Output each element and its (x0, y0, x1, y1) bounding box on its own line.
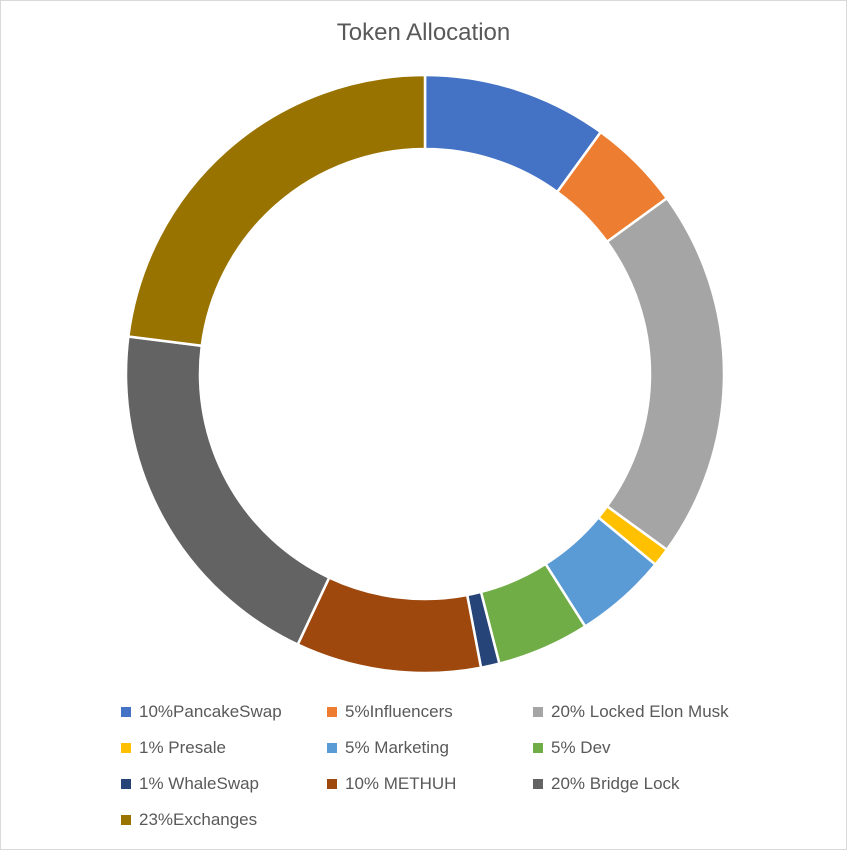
legend-swatch (121, 707, 131, 717)
legend-label: 10%PancakeSwap (139, 702, 282, 721)
legend-swatch (121, 815, 131, 825)
legend-swatch (121, 743, 131, 753)
legend-item: 1% WhaleSwap (121, 773, 327, 795)
legend-item: 20% Bridge Lock (533, 773, 793, 795)
legend-swatch (121, 779, 131, 789)
legend-swatch (327, 707, 337, 717)
legend-swatch (327, 779, 337, 789)
legend-label: 23%Exchanges (139, 810, 258, 829)
donut-slice (605, 196, 726, 552)
legend-label: 5% Marketing (345, 738, 449, 757)
legend-item: 5% Dev (533, 737, 793, 759)
donut-slice (126, 73, 427, 348)
legend-item: 23%Exchanges (121, 809, 327, 831)
legend-swatch (533, 743, 543, 753)
legend-label: 1% Presale (139, 738, 226, 757)
donut-slice (124, 335, 331, 647)
legend-label: 20% Locked Elon Musk (551, 702, 729, 721)
legend-item: 5%Influencers (327, 701, 533, 723)
legend-label: 20% Bridge Lock (551, 774, 680, 793)
legend-item: 20% Locked Elon Musk (533, 701, 793, 723)
legend-item: 1% Presale (121, 737, 327, 759)
legend-label: 5% Dev (551, 738, 611, 757)
chart-legend: 10%PancakeSwap 5%Influencers 20% Locked El… (121, 701, 821, 831)
legend-label: 5%Influencers (345, 702, 453, 721)
legend-label: 1% WhaleSwap (139, 774, 260, 793)
donut-slice (296, 575, 483, 675)
legend-label: 10% METHUH (345, 774, 457, 793)
legend-swatch (533, 779, 543, 789)
legend-item: 5% Marketing (327, 737, 533, 759)
legend-swatch (327, 743, 337, 753)
legend-item: 10%PancakeSwap (121, 701, 327, 723)
chart-title: Token Allocation (336, 19, 511, 46)
legend-item: 10% METHUH (327, 773, 533, 795)
legend-swatch (533, 707, 543, 717)
